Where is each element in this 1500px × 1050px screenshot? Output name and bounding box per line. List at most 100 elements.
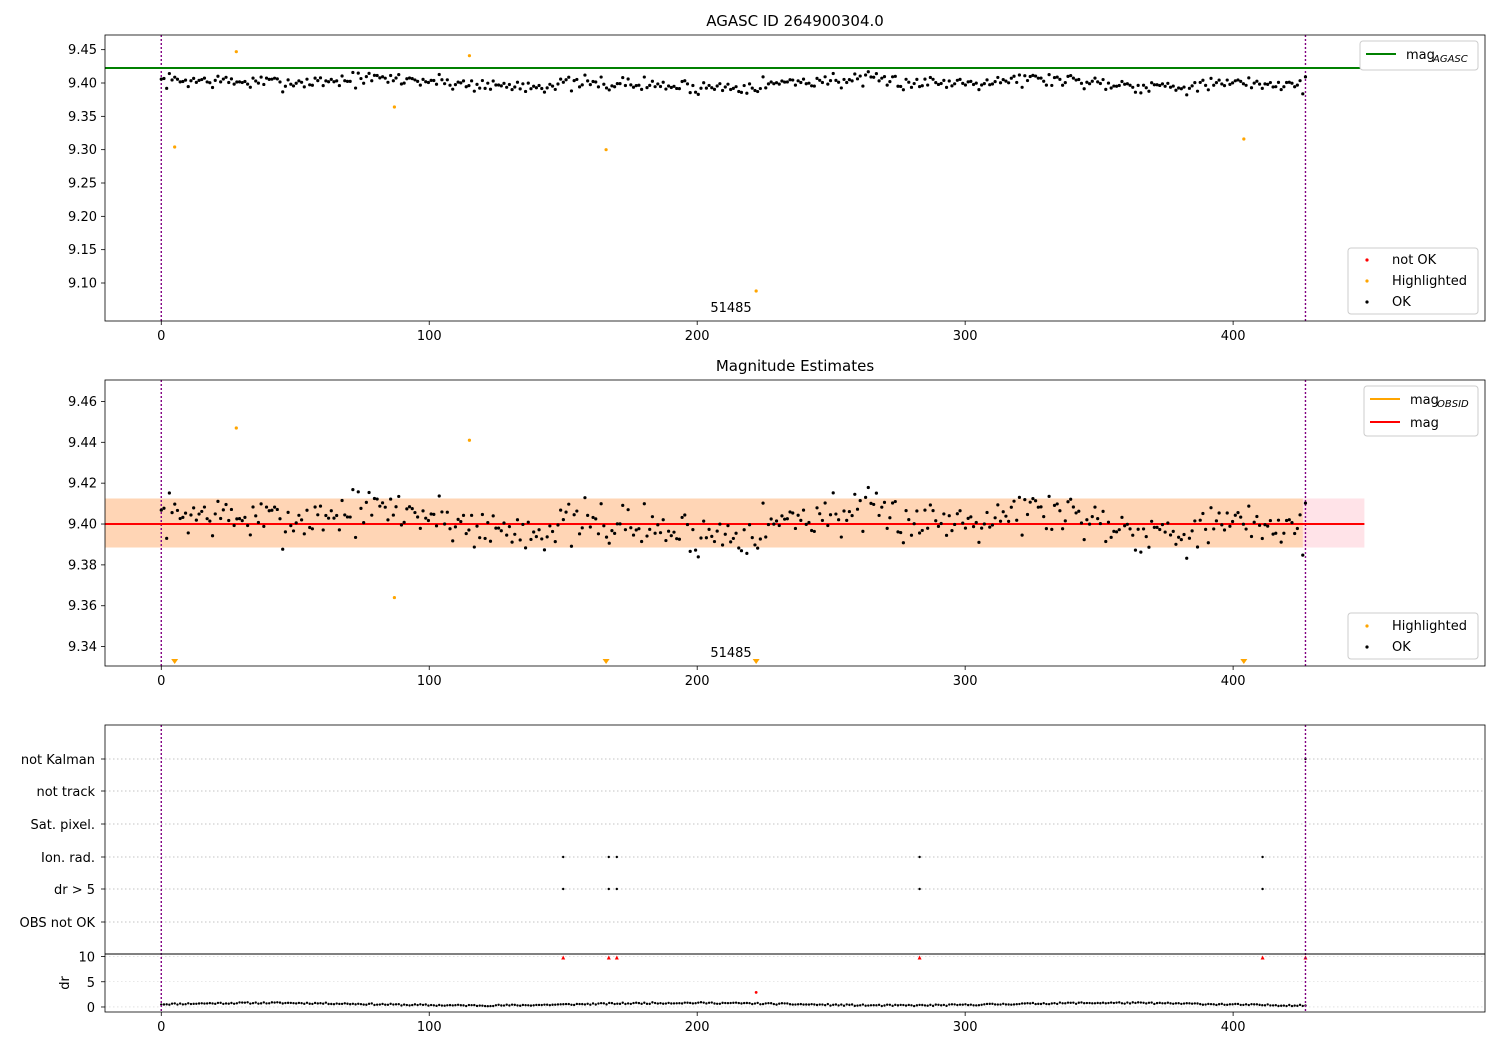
panel1-point-ok	[1177, 86, 1181, 90]
panel3-xtick-label: 300	[953, 1020, 978, 1035]
dr-point	[413, 1003, 417, 1006]
dr-point	[1231, 1003, 1234, 1006]
dr-point	[670, 1002, 673, 1005]
dr-point	[289, 1001, 293, 1005]
panel2-point-ok	[310, 527, 314, 531]
panel1-point-ok	[1206, 88, 1210, 92]
dr-point	[170, 1002, 174, 1005]
panel1-point-ok	[1163, 84, 1167, 88]
dr-point	[205, 1002, 209, 1005]
dr-point	[1107, 1001, 1110, 1005]
panel1-point-ok	[1225, 78, 1229, 82]
dr-point	[702, 1001, 705, 1004]
panel1-point-ok	[791, 78, 795, 82]
dr-point	[732, 1001, 735, 1005]
panel2-point-ok	[1101, 509, 1105, 513]
panel2-point-ok	[553, 540, 557, 544]
dr-point	[521, 1003, 525, 1007]
panel1-ytick-label: 9.25	[68, 177, 97, 192]
panel1-point-ok	[955, 78, 959, 82]
dr-point	[1050, 1002, 1054, 1005]
panel2-point-ok	[1187, 536, 1192, 540]
dr-point	[459, 1004, 463, 1007]
panel1-point-ok	[326, 80, 331, 84]
panel2-point-ok	[1096, 517, 1100, 521]
dr-point	[823, 1003, 827, 1007]
dr-point	[786, 1002, 789, 1005]
dr-point	[303, 1002, 306, 1006]
dr-point	[583, 1003, 587, 1006]
dr-point	[966, 1003, 970, 1007]
panel1-point-ok	[273, 76, 277, 80]
panel2-point-ok	[434, 524, 439, 528]
panel2-point-ok	[540, 537, 544, 541]
dr-point	[1217, 1003, 1221, 1006]
dr-point	[208, 1001, 212, 1005]
panel1-point-ok	[440, 78, 444, 82]
dr-point	[254, 1001, 257, 1004]
panel2-point-ok	[194, 518, 198, 522]
panel1-point-ok	[1128, 83, 1132, 87]
dr-point	[694, 1002, 697, 1005]
dr-point	[799, 1002, 803, 1006]
panel2-point-ok	[210, 534, 215, 538]
panel1-point-ok	[731, 86, 735, 90]
dr-point	[500, 1004, 503, 1007]
panel2-point-ok	[281, 547, 285, 551]
panel1-point-ok	[780, 79, 784, 83]
dr-point	[859, 1004, 862, 1007]
panel2-point-ok	[494, 526, 498, 530]
panel1-point-ok	[486, 81, 490, 85]
panel2-point-ok	[1093, 505, 1097, 509]
panel1-point-ok	[855, 77, 860, 81]
dr-point	[1126, 1001, 1129, 1004]
panel1-point-ok	[710, 86, 714, 90]
panel2-point-ok	[470, 513, 474, 517]
panel2-point-ok	[631, 533, 636, 537]
panel2-point-ok	[240, 518, 244, 523]
panel1-point-ok	[599, 75, 603, 79]
panel2-point-ok	[626, 508, 630, 512]
panel1-point-ok	[696, 92, 700, 96]
dr-point	[235, 1002, 239, 1005]
dr-point	[429, 1003, 433, 1007]
panel1-point-ok	[1155, 83, 1159, 87]
dr-point	[1012, 1003, 1016, 1006]
panel1-point-ok	[685, 82, 690, 86]
panel2-point-ok	[200, 509, 204, 514]
dr-point	[162, 1003, 166, 1006]
panel1-point-ok	[208, 81, 212, 85]
panel2-point-ok	[410, 507, 414, 511]
panel2-point-ok	[475, 524, 479, 528]
panel2-point-ok	[769, 517, 773, 521]
panel2-point-ok	[1136, 527, 1140, 531]
dr-point	[1242, 1003, 1245, 1007]
panel1-point-ok	[572, 79, 576, 83]
panel1-point-ok	[170, 78, 174, 82]
panel1-point-ok	[1249, 86, 1254, 90]
panel2-point-ok	[273, 505, 277, 509]
panel2-point-ok	[286, 510, 290, 514]
panel2-point-ok	[246, 523, 250, 528]
panel2-point-ok	[405, 507, 409, 511]
panel2-point-ok	[907, 517, 911, 522]
panel2-point-ok	[594, 517, 598, 521]
panel1-point-ok	[774, 81, 779, 85]
panel2-point-ok	[1236, 511, 1240, 515]
panel1-point-ok	[305, 77, 309, 81]
dr-point	[1069, 1001, 1072, 1005]
panel1-point-ok	[998, 81, 1003, 85]
dr-point	[340, 1002, 344, 1006]
panel2-point-ok	[1009, 505, 1013, 509]
panel2-point-ok	[583, 496, 587, 500]
panel2-point-ok	[629, 526, 633, 530]
dr-point	[1201, 1003, 1205, 1006]
panel2-point-ok	[831, 491, 835, 495]
panel2-point-ok	[707, 527, 711, 531]
panel1-point-ok	[205, 80, 209, 84]
panel2-point-ok	[961, 521, 965, 525]
panel2-point-ok	[1034, 499, 1038, 503]
panel1-point-ok	[340, 74, 344, 78]
legend-notok-marker	[1365, 258, 1369, 262]
